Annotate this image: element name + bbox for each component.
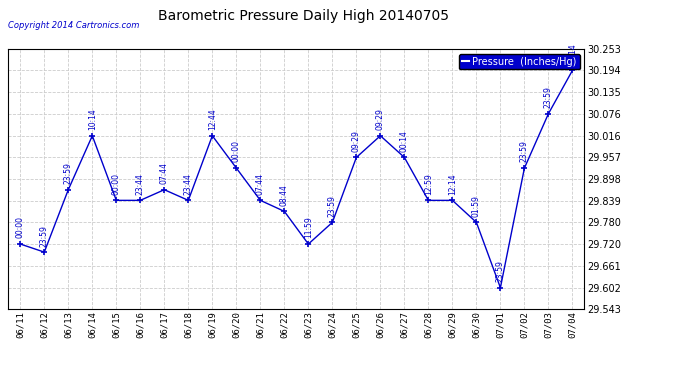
Legend: Pressure  (Inches/Hg): Pressure (Inches/Hg) (459, 54, 580, 69)
Text: 09:29: 09:29 (352, 130, 361, 152)
Text: 01:59: 01:59 (472, 195, 481, 217)
Text: 23:44: 23:44 (184, 173, 193, 195)
Text: Copyright 2014 Cartronics.com: Copyright 2014 Cartronics.com (8, 21, 139, 30)
Text: 23:59: 23:59 (496, 260, 505, 282)
Text: 00:00: 00:00 (16, 216, 25, 238)
Text: 10:14: 10:14 (568, 43, 577, 65)
Text: 11:59: 11:59 (304, 217, 313, 238)
Text: 23:44: 23:44 (136, 173, 145, 195)
Text: 00:00: 00:00 (232, 141, 241, 162)
Text: 12:59: 12:59 (424, 173, 433, 195)
Text: 23:59: 23:59 (40, 225, 49, 246)
Text: 12:44: 12:44 (208, 108, 217, 130)
Text: 00:14: 00:14 (400, 130, 409, 152)
Text: Barometric Pressure Daily High 20140705: Barometric Pressure Daily High 20140705 (158, 9, 449, 23)
Text: 00:00: 00:00 (112, 173, 121, 195)
Text: 07:44: 07:44 (256, 173, 265, 195)
Text: 12:14: 12:14 (448, 173, 457, 195)
Text: 23:59: 23:59 (520, 141, 529, 162)
Text: 09:29: 09:29 (376, 108, 385, 130)
Text: 23:59: 23:59 (328, 195, 337, 217)
Text: 08:44: 08:44 (280, 184, 289, 206)
Text: 10:14: 10:14 (88, 108, 97, 130)
Text: 23:59: 23:59 (63, 162, 73, 184)
Text: 07:44: 07:44 (160, 162, 169, 184)
Text: 23:59: 23:59 (544, 86, 553, 108)
